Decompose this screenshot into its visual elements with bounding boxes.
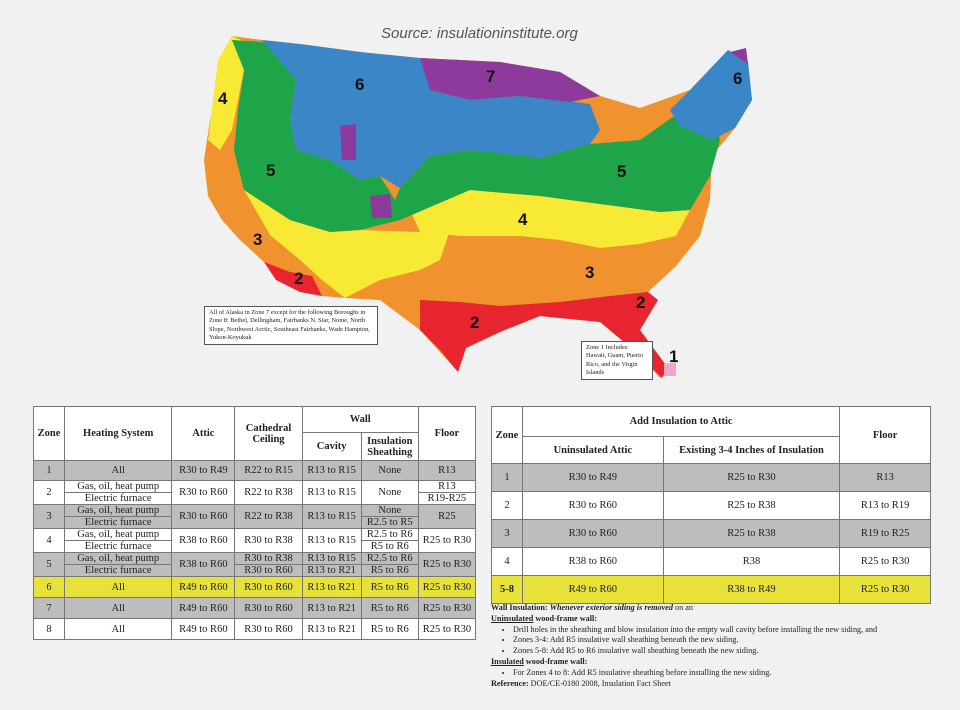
zone-7-maine (730, 48, 748, 64)
table-row: 3 Gas, oil, heat pump R30 to R60 R22 to … (32, 504, 477, 529)
col-heating: Heating System (64, 406, 173, 461)
zone-4-central (400, 188, 690, 248)
col-cavity: Cavity (301, 432, 362, 461)
table-row: 1 R30 to R49 R25 to R30 R13 (491, 463, 931, 492)
table-row: 5-8 R49 to R60 R38 to R49 R25 to R30 (491, 575, 931, 604)
col-zone: Zone (491, 406, 523, 464)
zone-7-colorado (370, 194, 392, 218)
list-item: For Zones 4 to 8: Add R5 insulative shea… (513, 668, 936, 679)
zone-2-west (264, 262, 322, 296)
col-floor: Floor (417, 406, 477, 461)
zone-7-north (420, 58, 600, 102)
zone-label: 6 (355, 75, 364, 94)
zone-6-northeast (670, 50, 752, 140)
col-add-attic: Add Insulation to Attic (521, 406, 841, 437)
col-wall: Wall (301, 406, 419, 433)
zone-1-note: Zone 1 Includes: Hawaii, Guam, Puerto Ri… (581, 341, 653, 381)
zone-4-southwest (244, 190, 450, 298)
col-existing: Existing 3-4 Inches of Insulation (662, 436, 841, 464)
zone-label: 3 (585, 263, 594, 282)
col-uninsulated: Uninsulated Attic (521, 436, 664, 464)
table-row: 6 All R49 to R60 R30 to R60 R13 to R21 R… (32, 576, 477, 598)
insulation-table-existing-homes: Zone Add Insulation to Attic Floor Unins… (491, 406, 931, 604)
zone-label: 4 (518, 210, 528, 229)
source-credit: Source: insulationinstitute.org (381, 25, 578, 42)
list-item: Drill holes in the sheathing and blow in… (513, 625, 936, 636)
zone-label: 2 (294, 269, 303, 288)
alaska-note: All of Alaska in Zone 7 except for the f… (204, 306, 378, 346)
wall-insulation-notes: Wall Insulation: Whenever exterior sidin… (491, 603, 936, 689)
zone-label: 3 (253, 230, 262, 249)
table-row: 7 All R49 to R60 R30 to R60 R13 to R21 R… (32, 597, 477, 619)
zone-label: 7 (486, 67, 495, 86)
zone-7-rockies (340, 124, 356, 160)
zone-label: 5 (617, 162, 626, 181)
table-row: 2 R30 to R60 R25 to R38 R13 to R19 (491, 491, 931, 520)
col-attic: Attic (171, 406, 236, 461)
insulation-table-new-homes: Zone Heating System Attic Cathedral Ceil… (32, 406, 477, 640)
zone-label: 5 (266, 161, 275, 180)
col-cathedral: Cathedral Ceiling (234, 406, 303, 461)
col-sheathing: Insulation Sheathing (360, 432, 419, 461)
col-zone: Zone (32, 406, 66, 461)
us-climate-zone-map: 1 2 2 2 3 3 4 4 5 5 5 6 6 7 (204, 36, 752, 378)
table-row: 4 R38 to R60 R38 R25 to R30 (491, 547, 931, 576)
table-row: 1 All R30 to R49 R22 to R15 R13 to R15 N… (32, 460, 477, 481)
insulated-list: For Zones 4 to 8: Add R5 insulative shea… (491, 668, 936, 679)
zone-label: 2 (470, 313, 479, 332)
zone-labels: 1 2 2 2 3 3 4 4 5 5 5 6 6 7 (218, 67, 742, 366)
uninsulated-list: Drill holes in the sheathing and blow in… (491, 625, 936, 657)
zone-label: 2 (636, 293, 645, 312)
zone-4-west (208, 36, 250, 150)
table-row: 4 Gas, oil, heat pump R38 to R60 R30 to … (32, 528, 477, 553)
zone-label: 1 (669, 347, 678, 366)
zone-5-region (232, 40, 720, 232)
zone-1-south-florida (664, 362, 676, 376)
table-row: 8 All R49 to R60 R30 to R60 R13 to R21 R… (32, 618, 477, 640)
table-row: 3 R30 to R60 R25 to R38 R19 to R25 (491, 519, 931, 548)
table-row: 5 Gas, oil, heat pump R38 to R60 R30 to … (32, 552, 477, 577)
list-item: Zones 5-8: Add R5 to R6 insulative wall … (513, 646, 936, 657)
list-item: Zones 3-4: Add R5 insulative wall sheath… (513, 635, 936, 646)
zone-label: 6 (733, 69, 742, 88)
zone-label: 4 (218, 89, 228, 108)
zone-2-south (420, 292, 668, 378)
col-floor: Floor (839, 406, 931, 464)
table-row: 2 Gas, oil, heat pump R30 to R60 R22 to … (32, 480, 477, 505)
